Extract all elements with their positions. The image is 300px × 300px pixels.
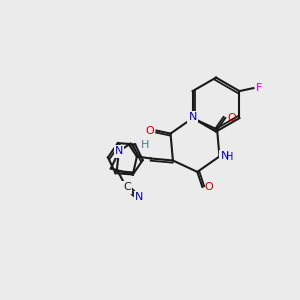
Text: H: H (141, 140, 149, 151)
Text: H: H (226, 152, 234, 162)
Text: N: N (188, 112, 197, 122)
Text: F: F (255, 83, 262, 93)
Text: O: O (227, 113, 236, 123)
Text: N: N (135, 193, 143, 202)
Text: N: N (220, 152, 229, 161)
Text: N: N (115, 146, 123, 157)
Text: C: C (123, 182, 131, 193)
Text: O: O (204, 182, 213, 192)
Text: O: O (146, 126, 154, 136)
